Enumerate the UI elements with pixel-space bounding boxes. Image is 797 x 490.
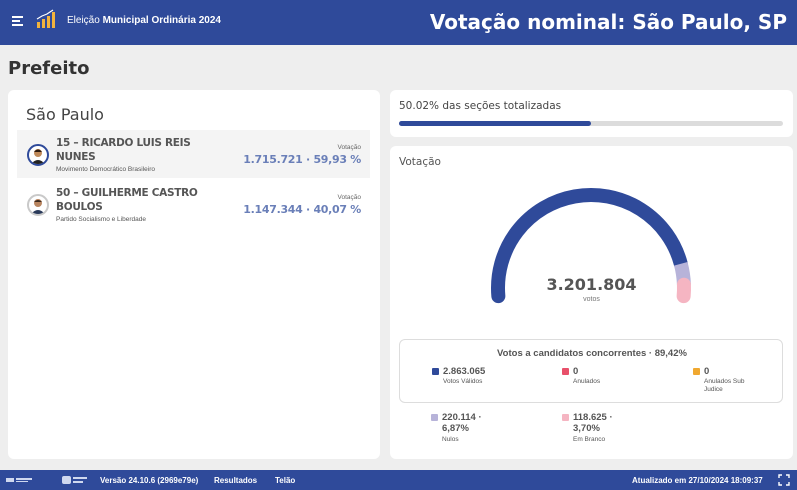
gauge-segment-votos-válidos: [491, 188, 688, 304]
vote-label: Votação: [337, 194, 362, 201]
tse-logo-icon: [6, 478, 32, 482]
hamburger-menu-icon[interactable]: [12, 16, 23, 26]
vote-gauge: [491, 188, 691, 304]
candidate-avatar: [27, 194, 49, 216]
page-title: Votação nominal: São Paulo, SP: [429, 10, 787, 34]
candidate-name: 50 – GUILHERME CASTRO BOULOS: [56, 187, 198, 213]
legend-label: Nulos: [442, 436, 459, 443]
screen-link[interactable]: Telão: [275, 476, 296, 485]
legend-swatch: [693, 368, 700, 375]
justica-eleitoral-logo-icon: [62, 476, 87, 484]
city-name: São Paulo: [26, 105, 104, 124]
candidate-votes: 1.147.344 · 40,07 %: [243, 203, 361, 216]
legend-swatch: [431, 414, 438, 421]
candidate-party: Movimento Democrático Brasileiro: [56, 166, 155, 173]
legend-title: Votos a candidatos concorrentes · 89,42%: [497, 348, 687, 359]
legend-label: Anulados: [573, 378, 601, 385]
person-icon: [31, 199, 45, 214]
version-text: Versão 24.10.6 (2969e79e): [100, 476, 199, 485]
legend-value: 2.863.065: [443, 366, 486, 377]
section-title: Prefeito: [8, 58, 90, 79]
legend-value: 0: [573, 366, 579, 377]
legend-value: 220.114 · 6,87%: [442, 412, 482, 434]
fullscreen-icon[interactable]: [778, 474, 790, 486]
bar-chart-logo-icon: [36, 9, 55, 28]
total-votes: 3.201.804: [546, 275, 637, 294]
candidates-card: São Paulo 15 – RICARDO LUIS REIS NUNES M…: [8, 90, 380, 459]
total-votes-label: votos: [583, 296, 600, 303]
legend-label: Votos Válidos: [443, 378, 483, 385]
updated-timestamp: Atualizado em 27/10/2024 18:09:37: [632, 476, 763, 485]
person-icon: [31, 149, 45, 164]
vote-card: Votação 3.201.804 votos Votos a candidat…: [390, 146, 793, 459]
progress-text: 50.02% das seções totalizadas: [399, 100, 562, 112]
candidate-party: Partido Socialismo e Liberdade: [56, 216, 146, 223]
candidate-row[interactable]: 15 – RICARDO LUIS REIS NUNES Movimento D…: [17, 130, 370, 178]
progress-card: 50.02% das seções totalizadas: [390, 90, 793, 137]
legend-value: 0: [704, 366, 710, 377]
candidate-avatar: [27, 144, 49, 166]
progress-bar: [399, 121, 783, 126]
candidate-row[interactable]: 50 – GUILHERME CASTRO BOULOS Partido Soc…: [17, 180, 370, 228]
app-header: Eleição Municipal Ordinária 2024 Votação…: [0, 0, 797, 45]
results-link[interactable]: Resultados: [214, 476, 258, 485]
legend-value: 118.625 · 3,70%: [573, 412, 613, 434]
legend-box: Votos a candidatos concorrentes · 89,42%…: [399, 339, 783, 403]
candidate-votes: 1.715.721 · 59,93 %: [243, 153, 361, 166]
app-title: Eleição Municipal Ordinária 2024: [67, 15, 221, 26]
legend-label: Anulados Sub Judice: [704, 378, 745, 393]
legend-swatch: [562, 368, 569, 375]
legend-swatch: [562, 414, 569, 421]
vote-card-title: Votação: [399, 156, 441, 168]
legend-label: Em Branco: [573, 436, 606, 443]
legend-swatch: [432, 368, 439, 375]
vote-label: Votação: [337, 144, 362, 151]
progress-bar-fill: [399, 121, 592, 126]
app-footer: Versão 24.10.6 (2969e79e) Resultados Tel…: [0, 470, 797, 490]
candidate-name: 15 – RICARDO LUIS REIS NUNES: [56, 137, 191, 163]
